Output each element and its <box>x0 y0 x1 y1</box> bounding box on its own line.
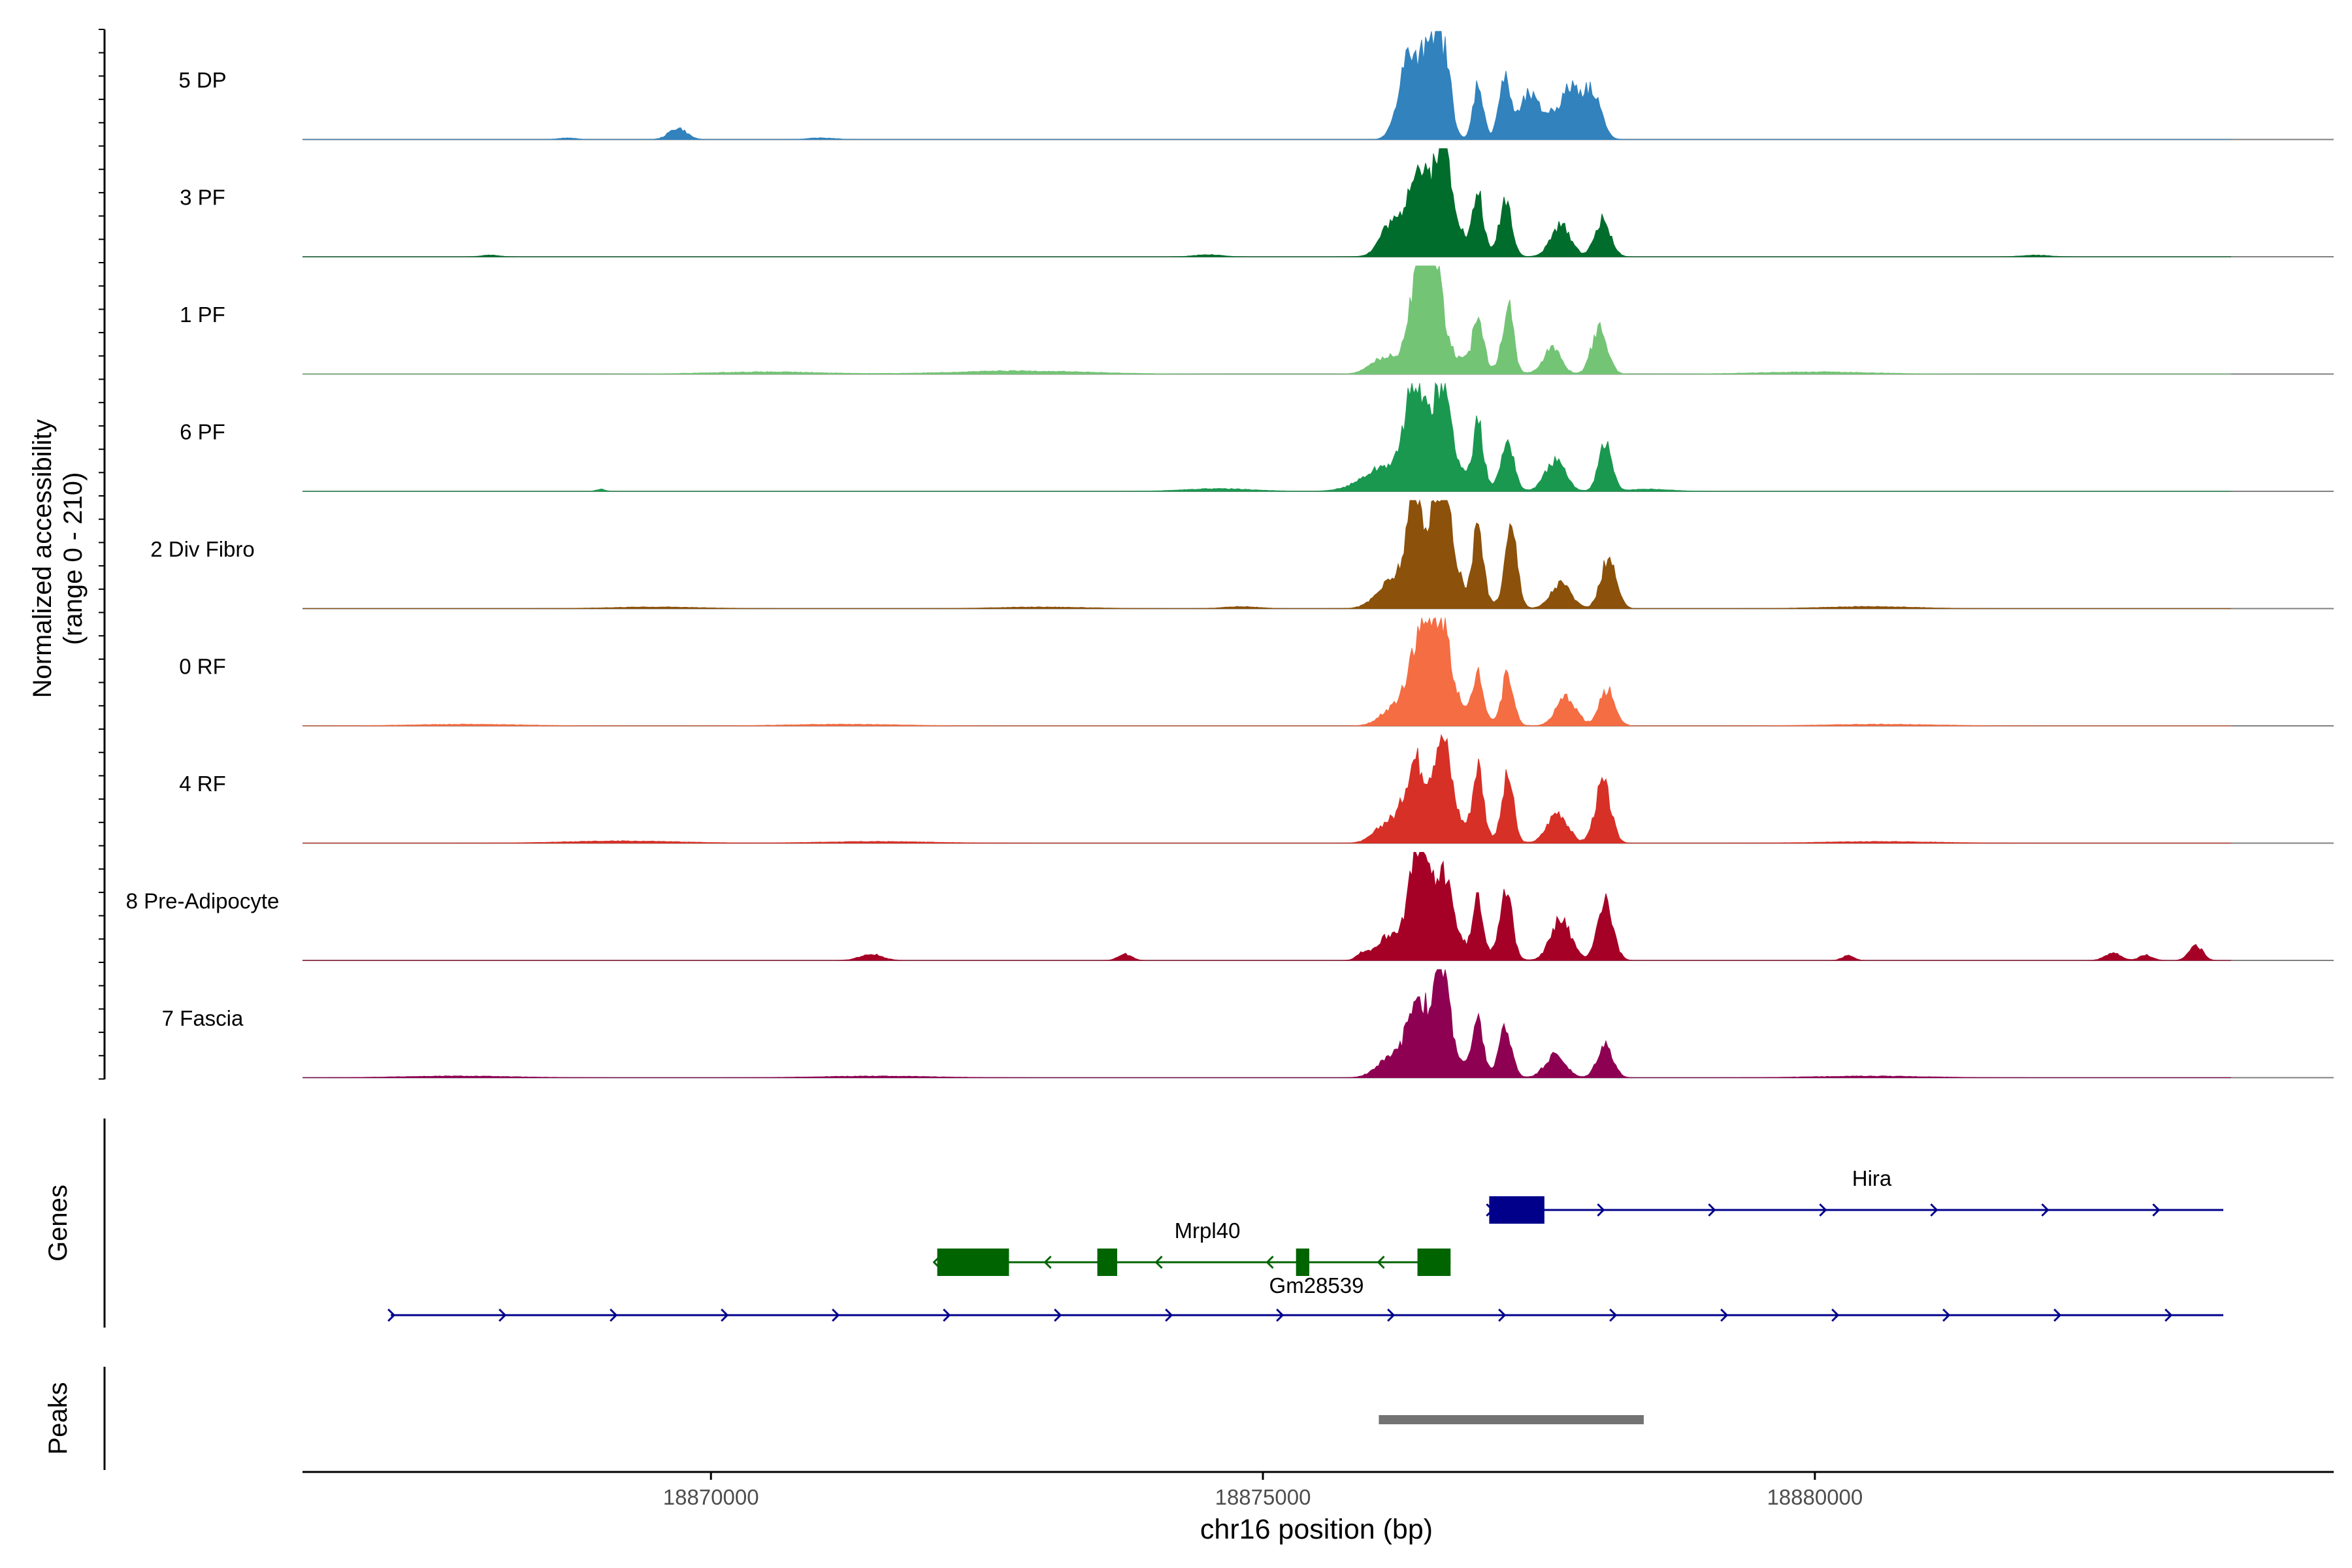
track-9: 7 Fascia <box>162 969 2334 1079</box>
strand-arrow <box>1154 1255 1163 1269</box>
strand-arrow <box>1377 1255 1385 1269</box>
gene-gm28539: Gm28539 <box>387 1273 2224 1322</box>
gene-mrpl40: Mrpl40 <box>932 1218 1451 1276</box>
strand-arrow <box>498 1308 507 1322</box>
coverage-y-axis <box>99 29 106 1080</box>
genes-panel-title: Genes <box>44 1184 73 1262</box>
x-tick-label: 18880000 <box>1767 1485 1863 1509</box>
track-5: 2 Div Fibro <box>150 499 2334 610</box>
gene-exon <box>1097 1249 1117 1276</box>
track-label: 0 RF <box>179 655 226 679</box>
gene-label: Gm28539 <box>1269 1273 1364 1298</box>
x-axis-ticks: 18870000 18875000 18880000 <box>663 1472 1863 1509</box>
strand-arrow <box>2041 1203 2050 1217</box>
track-signal-area <box>302 734 2231 844</box>
track-7: 4 RF <box>179 734 2334 844</box>
track-signal-area <box>302 969 2231 1078</box>
gene-hira: Hira <box>1486 1166 2224 1224</box>
track-signal-area <box>302 852 2231 961</box>
peak-regions <box>1379 1415 1644 1424</box>
gene-exon <box>937 1249 1009 1276</box>
y-axis-title-line1: Normalized accessibility <box>28 419 57 698</box>
gene-annotations: Hira Mrpl40 Gm28539 <box>387 1166 2224 1322</box>
track-label: 4 RF <box>179 772 226 796</box>
strand-arrow <box>610 1308 618 1322</box>
strand-arrow <box>1498 1308 1507 1322</box>
gene-label: Mrpl40 <box>1175 1218 1241 1243</box>
track-label: 3 PF <box>180 186 225 210</box>
strand-arrow <box>943 1308 951 1322</box>
strand-arrow <box>1597 1203 1605 1217</box>
track-label: 7 Fascia <box>162 1006 244 1030</box>
track-signal-area <box>302 31 2231 140</box>
strand-arrow <box>1165 1308 1173 1322</box>
track-8: 8 Pre-Adipocyte <box>126 852 2334 961</box>
x-tick-label: 18875000 <box>1215 1485 1311 1509</box>
track-1: 5 DP <box>178 31 2334 140</box>
track-label: 6 PF <box>180 420 225 444</box>
strand-arrow <box>2164 1308 2173 1322</box>
strand-arrow <box>721 1308 729 1322</box>
strand-arrow <box>2053 1308 2062 1322</box>
track-label: 8 Pre-Adipocyte <box>126 889 280 913</box>
track-label: 1 PF <box>180 302 225 327</box>
strand-arrow <box>2152 1203 2161 1217</box>
x-tick-label: 18870000 <box>663 1485 759 1509</box>
strand-arrow <box>832 1308 840 1322</box>
strand-arrow <box>1387 1308 1396 1322</box>
gene-exon <box>1417 1249 1451 1276</box>
strand-arrow <box>1043 1255 1052 1269</box>
track-label: 2 Div Fibro <box>150 537 255 561</box>
strand-arrow <box>1942 1308 1951 1322</box>
strand-arrow <box>1720 1308 1729 1322</box>
gene-exon <box>1296 1249 1309 1276</box>
track-4: 6 PF <box>180 382 2334 492</box>
strand-arrow <box>1831 1308 1840 1322</box>
strand-arrow <box>1054 1308 1062 1322</box>
track-signal-area <box>302 265 2231 374</box>
x-axis-title: chr16 position (bp) <box>1200 1514 1433 1545</box>
strand-arrow <box>387 1308 396 1322</box>
strand-arrow <box>1266 1255 1274 1269</box>
peak-region <box>1379 1415 1644 1424</box>
strand-arrow <box>1609 1308 1618 1322</box>
strand-arrow <box>1276 1308 1284 1322</box>
track-signal-area <box>302 499 2231 610</box>
track-3: 1 PF <box>180 265 2334 375</box>
strand-arrow <box>1819 1203 1827 1217</box>
gene-label: Hira <box>1852 1166 1892 1190</box>
peaks-panel-title: Peaks <box>44 1382 73 1454</box>
gene-exon <box>1489 1196 1544 1224</box>
track-signal-area <box>302 148 2231 257</box>
track-signal-area <box>302 617 2231 727</box>
track-2: 3 PF <box>180 148 2334 257</box>
strand-arrow <box>1930 1203 1938 1217</box>
track-label: 5 DP <box>178 68 226 92</box>
coverage-tracks: 5 DP 3 PF 1 PF 6 PF 2 Div Fibro 0 RF 4 RF 8 Pre… <box>126 31 2334 1079</box>
track-6: 0 RF <box>179 617 2334 727</box>
strand-arrow <box>1708 1203 1716 1217</box>
y-axis-title-line2: (range 0 - 210) <box>59 472 88 645</box>
track-signal-area <box>302 382 2231 492</box>
